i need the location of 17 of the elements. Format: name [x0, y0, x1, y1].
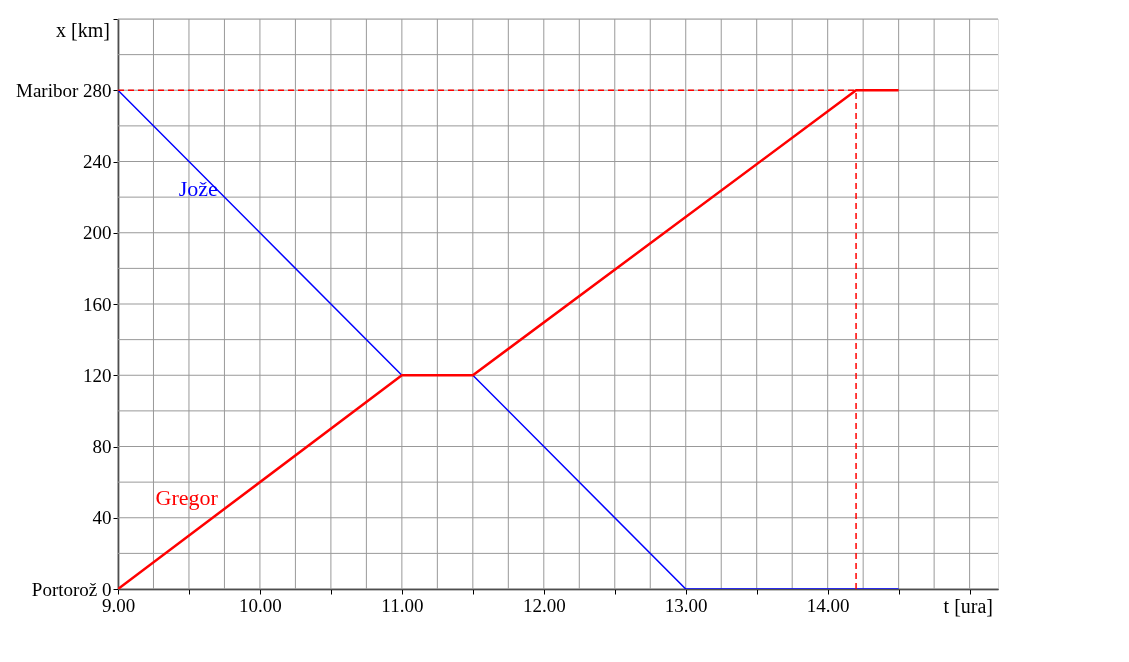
y-tick-label: 40 — [92, 507, 112, 529]
x-tick-label: 13.00 — [664, 594, 708, 616]
x-tick-label: 11.00 — [381, 594, 424, 616]
annotation: Gregor — [155, 484, 219, 510]
y-tick-label: Portorož 0 — [31, 578, 112, 600]
x-tick-label: 14.00 — [806, 594, 850, 616]
x-tick-label: 12.00 — [522, 594, 566, 616]
y-tick-label: 160 — [83, 293, 112, 315]
y-tick-label: Maribor 280 — [15, 79, 112, 101]
y-tick-label: 240 — [83, 151, 112, 172]
x-tick-label: 10.00 — [239, 594, 282, 616]
y-tick-label: 80 — [92, 436, 112, 457]
y-tick-label: 200 — [83, 222, 112, 244]
annotation: Jože — [178, 175, 218, 201]
y-axis-title: x [km] — [56, 19, 110, 41]
y-tick-label: 120 — [83, 364, 112, 386]
x-axis-title: t [ura] — [943, 595, 993, 617]
